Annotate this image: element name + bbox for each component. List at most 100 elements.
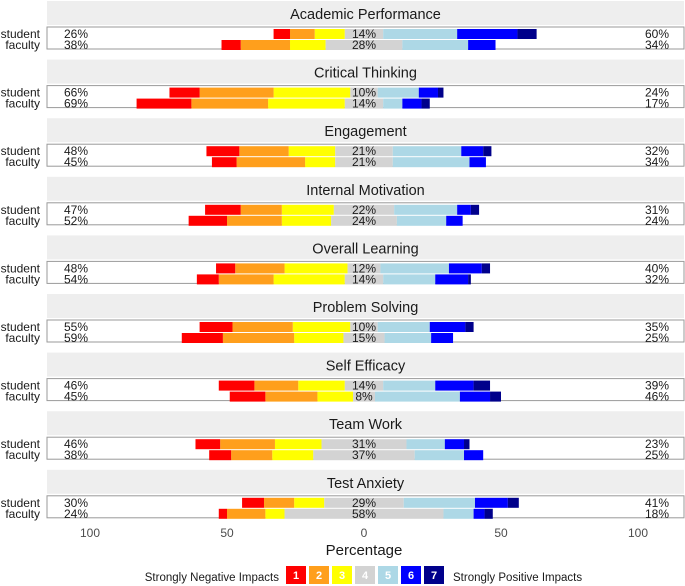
positive-percent-label: 34% <box>645 155 669 169</box>
row-group-label: faculty <box>5 448 40 462</box>
row-group-label: student <box>1 320 41 334</box>
x-tick-label: 100 <box>628 526 648 540</box>
legend-swatch-level-4 <box>355 566 375 584</box>
bar-segment-level-4 <box>347 263 381 274</box>
positive-percent-label: 46% <box>645 390 669 404</box>
bar-segment-level-3 <box>281 215 332 226</box>
positive-percent-label: 34% <box>645 38 669 52</box>
bar-segment-level-2 <box>263 497 295 508</box>
bar-segment-level-6 <box>469 157 486 168</box>
positive-percent-label: 35% <box>645 320 669 334</box>
bar-segment-level-1 <box>209 450 232 461</box>
negative-percent-label: 66% <box>64 86 88 100</box>
negative-percent-label: 24% <box>64 507 88 521</box>
row-group-label: student <box>1 86 41 100</box>
bar-segment-level-7 <box>470 204 480 215</box>
neutral-percent-label: 14% <box>352 379 376 393</box>
negative-percent-label: 48% <box>64 144 88 158</box>
x-tick-label: 100 <box>80 526 100 540</box>
negative-percent-label: 55% <box>64 320 88 334</box>
bar-segment-level-4 <box>350 87 378 98</box>
legend-swatch-level-7 <box>424 566 444 584</box>
row-group-label: faculty <box>5 155 40 169</box>
bar-segment-level-4 <box>353 391 375 402</box>
bar-segment-level-2 <box>235 263 285 274</box>
bar-segment-level-2 <box>240 40 291 50</box>
positive-percent-label: 25% <box>645 448 669 462</box>
bar-segment-level-3 <box>274 439 322 450</box>
bar-segment-level-6 <box>431 333 454 343</box>
positive-percent-label: 60% <box>645 27 669 41</box>
bar-segment-level-7 <box>517 29 537 39</box>
bar-segment-level-7 <box>483 146 492 157</box>
row-group-label: student <box>1 27 41 41</box>
bar-segment-level-5 <box>377 87 419 98</box>
bar-segment-level-5 <box>383 29 458 39</box>
bar-segment-level-1 <box>221 40 241 50</box>
panel-title: Team Work <box>329 417 403 433</box>
bar-segment-level-4 <box>344 380 384 391</box>
bar-segment-level-7 <box>481 263 491 274</box>
negative-percent-label: 69% <box>64 97 88 111</box>
bar-segment-level-2 <box>231 450 273 461</box>
bar-segment-level-5 <box>414 450 465 461</box>
bar-segment-level-3 <box>281 204 334 215</box>
bar-segment-level-2 <box>240 204 282 215</box>
bar-segment-level-5 <box>374 391 460 402</box>
bar-segment-level-4 <box>333 204 395 215</box>
neutral-percent-label: 22% <box>352 203 376 217</box>
bar-segment-level-4 <box>344 274 384 285</box>
bar-segment-level-2 <box>254 380 299 391</box>
bar-segment-level-2 <box>227 508 266 519</box>
neutral-percent-label: 31% <box>352 437 376 451</box>
row-group-label: student <box>1 144 41 158</box>
bar-segment-level-4 <box>335 146 393 157</box>
legend-swatch-label: 6 <box>408 570 414 582</box>
x-tick-label: 0 <box>361 526 368 540</box>
positive-percent-label: 40% <box>645 261 669 275</box>
negative-percent-label: 48% <box>64 261 88 275</box>
bar-segment-level-6 <box>435 380 474 391</box>
neutral-percent-label: 10% <box>352 86 376 100</box>
row-group-label: faculty <box>5 97 40 111</box>
bar-segment-level-2 <box>236 157 306 168</box>
bar-segment-level-6 <box>468 40 496 50</box>
panel-strip <box>47 294 684 318</box>
neutral-percent-label: 10% <box>352 320 376 334</box>
x-tick-label: 50 <box>220 526 234 540</box>
bar-segment-level-4 <box>344 98 384 109</box>
bar-segment-level-5 <box>394 204 458 215</box>
neutral-percent-label: 14% <box>352 97 376 111</box>
bar-segment-level-5 <box>383 380 436 391</box>
legend-swatch-label: 3 <box>339 570 345 582</box>
row-group-label: student <box>1 203 41 217</box>
negative-percent-label: 45% <box>64 155 88 169</box>
bar-segment-level-6 <box>448 263 482 274</box>
legend-swatch-label: 7 <box>431 570 437 582</box>
bar-segment-level-6 <box>474 497 508 508</box>
positive-percent-label: 25% <box>645 331 669 345</box>
bar-segment-level-4 <box>331 215 397 226</box>
bar-segment-level-4 <box>335 157 393 168</box>
bar-segment-level-7 <box>421 98 430 109</box>
negative-percent-label: 54% <box>64 272 88 286</box>
neutral-percent-label: 21% <box>352 155 376 169</box>
panel-strip <box>47 352 684 377</box>
bar-segment-level-2 <box>239 146 289 157</box>
bar-segment-level-1 <box>211 157 237 168</box>
bar-segment-level-3 <box>305 157 336 168</box>
bar-segment-level-2 <box>222 333 295 343</box>
bar-segment-level-1 <box>199 322 233 332</box>
row-group-label: faculty <box>5 214 40 228</box>
bar-segment-level-1 <box>229 391 266 402</box>
bar-segment-level-3 <box>273 87 351 98</box>
panel-strip <box>47 411 684 436</box>
legend-left-text: Strongly Negative Impacts <box>145 572 279 584</box>
legend-swatch-label: 4 <box>362 570 369 582</box>
bar-segment-level-5 <box>383 98 403 109</box>
bar-segment-level-4 <box>284 508 444 519</box>
bar-segment-level-3 <box>265 508 285 519</box>
positive-percent-label: 23% <box>645 437 669 451</box>
bar-segment-level-7 <box>484 508 493 519</box>
bar-segment-level-3 <box>290 40 326 50</box>
